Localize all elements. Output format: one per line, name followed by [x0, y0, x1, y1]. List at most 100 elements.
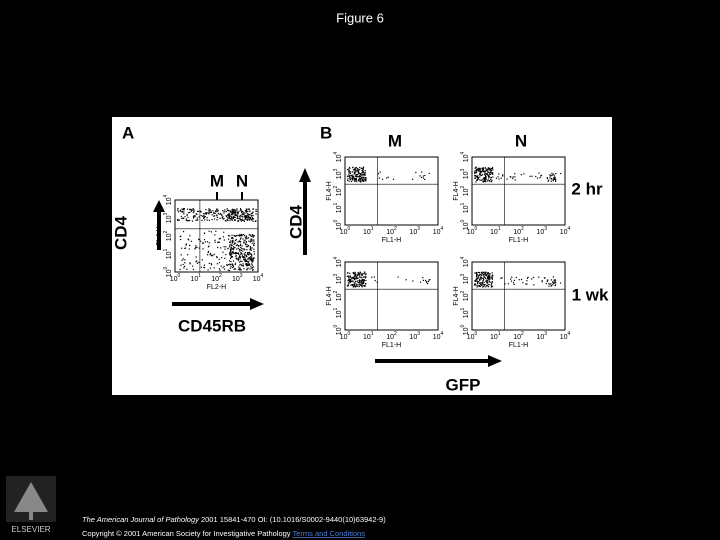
dot — [242, 263, 244, 265]
dot — [357, 168, 359, 170]
dot — [241, 212, 243, 214]
dot — [475, 172, 477, 174]
tick-base: 10 — [463, 154, 470, 162]
dot — [252, 218, 254, 220]
dot — [240, 210, 242, 212]
dot — [509, 176, 511, 178]
dot — [484, 276, 486, 279]
dot — [352, 276, 354, 278]
dot — [476, 179, 479, 181]
dot — [554, 178, 557, 180]
dot — [203, 266, 205, 268]
dot — [405, 279, 407, 281]
dot — [355, 276, 357, 278]
dot — [244, 259, 246, 261]
dot — [475, 175, 477, 177]
dot — [208, 209, 210, 211]
dot — [498, 173, 500, 175]
dot — [243, 214, 245, 216]
dot — [362, 178, 364, 180]
dot — [357, 170, 359, 172]
copyright-line: Copyright © 2001 American Society for In… — [82, 529, 365, 538]
tick-exponent: 4 — [333, 151, 339, 154]
dot — [231, 213, 233, 215]
dot — [348, 167, 351, 169]
tick-base: 10 — [409, 229, 417, 236]
dot — [228, 210, 230, 212]
dot — [201, 259, 203, 261]
dot — [232, 213, 234, 215]
dot — [359, 279, 361, 281]
dot — [233, 242, 236, 244]
dot — [348, 171, 350, 173]
dot — [253, 250, 255, 253]
tick-exponent: 1 — [498, 331, 501, 337]
dot — [232, 265, 235, 268]
dot — [510, 280, 513, 282]
dot — [552, 284, 554, 286]
dot — [514, 176, 516, 178]
dot — [359, 172, 361, 175]
dot — [235, 239, 237, 241]
dot — [229, 254, 231, 256]
dot — [359, 276, 361, 279]
dot — [352, 175, 354, 177]
dot — [248, 256, 250, 259]
dot — [353, 178, 356, 180]
dot — [186, 268, 188, 270]
dot — [244, 261, 246, 263]
dot — [241, 211, 243, 213]
dot — [484, 179, 487, 181]
dot — [246, 263, 248, 265]
dot — [182, 230, 185, 233]
dot — [194, 248, 196, 250]
dot — [252, 211, 254, 213]
dot — [487, 271, 489, 274]
dot — [242, 264, 244, 267]
dot — [347, 279, 350, 281]
dot — [361, 279, 364, 281]
dot — [361, 167, 363, 169]
dot — [487, 169, 489, 171]
dot — [476, 286, 478, 288]
y-axis-label: FL4-H — [156, 226, 163, 245]
dot — [244, 239, 246, 241]
dot — [482, 168, 484, 171]
dot — [236, 209, 238, 211]
dot — [244, 218, 246, 220]
dot — [230, 218, 232, 220]
dot — [362, 166, 365, 168]
dot — [353, 276, 355, 279]
dot — [487, 175, 490, 178]
tick-label: 101 — [460, 307, 470, 318]
dot — [355, 170, 357, 172]
dot — [536, 177, 539, 179]
dot — [252, 260, 254, 262]
dot — [221, 217, 224, 219]
dot — [489, 275, 491, 277]
dot — [230, 246, 232, 248]
dot — [355, 286, 357, 288]
dot — [485, 274, 488, 277]
dot — [363, 273, 365, 275]
dot — [364, 277, 366, 279]
dot — [415, 171, 417, 174]
dot — [234, 263, 236, 266]
dot — [245, 246, 247, 248]
dot — [475, 274, 478, 276]
terms-link[interactable]: Terms and Conditions — [293, 529, 366, 538]
dot — [486, 168, 488, 170]
tick-exponent: 4 — [460, 256, 466, 259]
tick-label: 101 — [490, 226, 501, 236]
dot — [231, 237, 233, 239]
dot — [484, 171, 486, 173]
dot — [480, 282, 482, 284]
dot — [244, 258, 246, 260]
dot — [488, 284, 490, 286]
dot — [373, 276, 375, 278]
dot — [483, 284, 485, 286]
dot — [251, 260, 253, 262]
dot — [252, 220, 254, 222]
